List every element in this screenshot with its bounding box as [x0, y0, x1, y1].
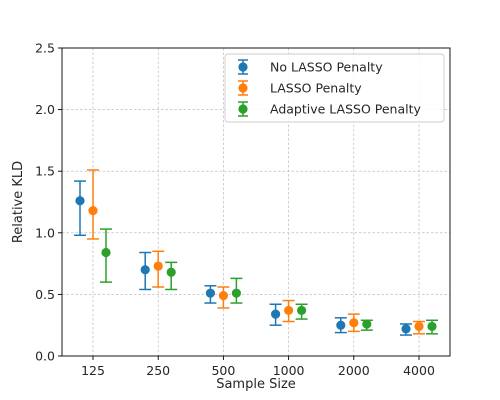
plot-frame: [61, 47, 451, 357]
data-point: [414, 321, 424, 332]
x-axis-ticks: 125 250 500 1000 2000 4000: [81, 356, 435, 378]
data-point: [427, 321, 437, 332]
legend-label: LASSO Penalty: [270, 81, 362, 96]
data-point: [349, 318, 359, 328]
legend-marker-dot: [238, 62, 248, 72]
legend-item: No LASSO Penalty: [238, 59, 383, 75]
legend-item: LASSO Penalty: [238, 80, 362, 96]
data-point: [166, 267, 176, 277]
data-point: [140, 265, 150, 275]
x-tick-label: 125: [81, 363, 105, 378]
series-1: [74, 180, 412, 336]
data-point: [336, 320, 346, 330]
y-tick-label: 2.5: [35, 41, 55, 56]
data-point: [153, 261, 163, 271]
legend-frame: [224, 53, 445, 123]
y-tick-label: 0.5: [35, 287, 55, 302]
data-series: [74, 169, 438, 336]
y-tick-label: 1.5: [35, 164, 55, 179]
y-tick-label: 2.0: [35, 102, 55, 117]
data-point: [75, 196, 85, 206]
data-point: [284, 305, 294, 316]
data-point: [231, 288, 241, 298]
legend-item: Adaptive LASSO Penalty: [238, 101, 422, 117]
data-point: [362, 319, 372, 329]
legend: No LASSO Penalty LASSO Penalty Adaptive LA…: [224, 53, 445, 123]
legend-items: No LASSO Penalty LASSO Penalty Adaptive LA…: [238, 59, 422, 117]
data-point: [271, 309, 281, 319]
y-tick-label: 1.0: [35, 225, 55, 240]
y-tick-label: 0.0: [35, 349, 55, 364]
x-tick-label: 2000: [338, 363, 370, 378]
data-point: [101, 247, 111, 258]
legend-marker-dot: [238, 104, 248, 114]
x-axis-label: Sample Size: [216, 377, 296, 392]
legend-label: Adaptive LASSO Penalty: [270, 102, 422, 117]
series-2: [87, 169, 425, 335]
y-axis-label: Relative KLD: [11, 161, 26, 243]
x-tick-label: 500: [211, 363, 235, 378]
data-point: [297, 305, 307, 316]
legend-marker-dot: [238, 83, 248, 93]
legend-label: No LASSO Penalty: [270, 60, 383, 75]
series-3: [100, 228, 438, 335]
x-tick-label: 250: [146, 363, 170, 378]
data-point: [218, 291, 228, 301]
y-axis-ticks: 0.0 0.5 1.0 1.5 2.0 2.5: [35, 41, 62, 364]
data-point: [205, 288, 215, 298]
data-point: [88, 206, 98, 216]
x-tick-label: 1000: [273, 363, 305, 378]
data-point: [401, 324, 411, 334]
x-tick-label: 4000: [403, 363, 435, 378]
